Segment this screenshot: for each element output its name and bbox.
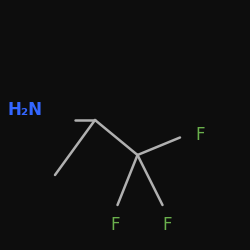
Text: H₂N: H₂N xyxy=(8,101,42,119)
Text: F: F xyxy=(110,216,120,234)
Text: F: F xyxy=(195,126,204,144)
Text: F: F xyxy=(163,216,172,234)
